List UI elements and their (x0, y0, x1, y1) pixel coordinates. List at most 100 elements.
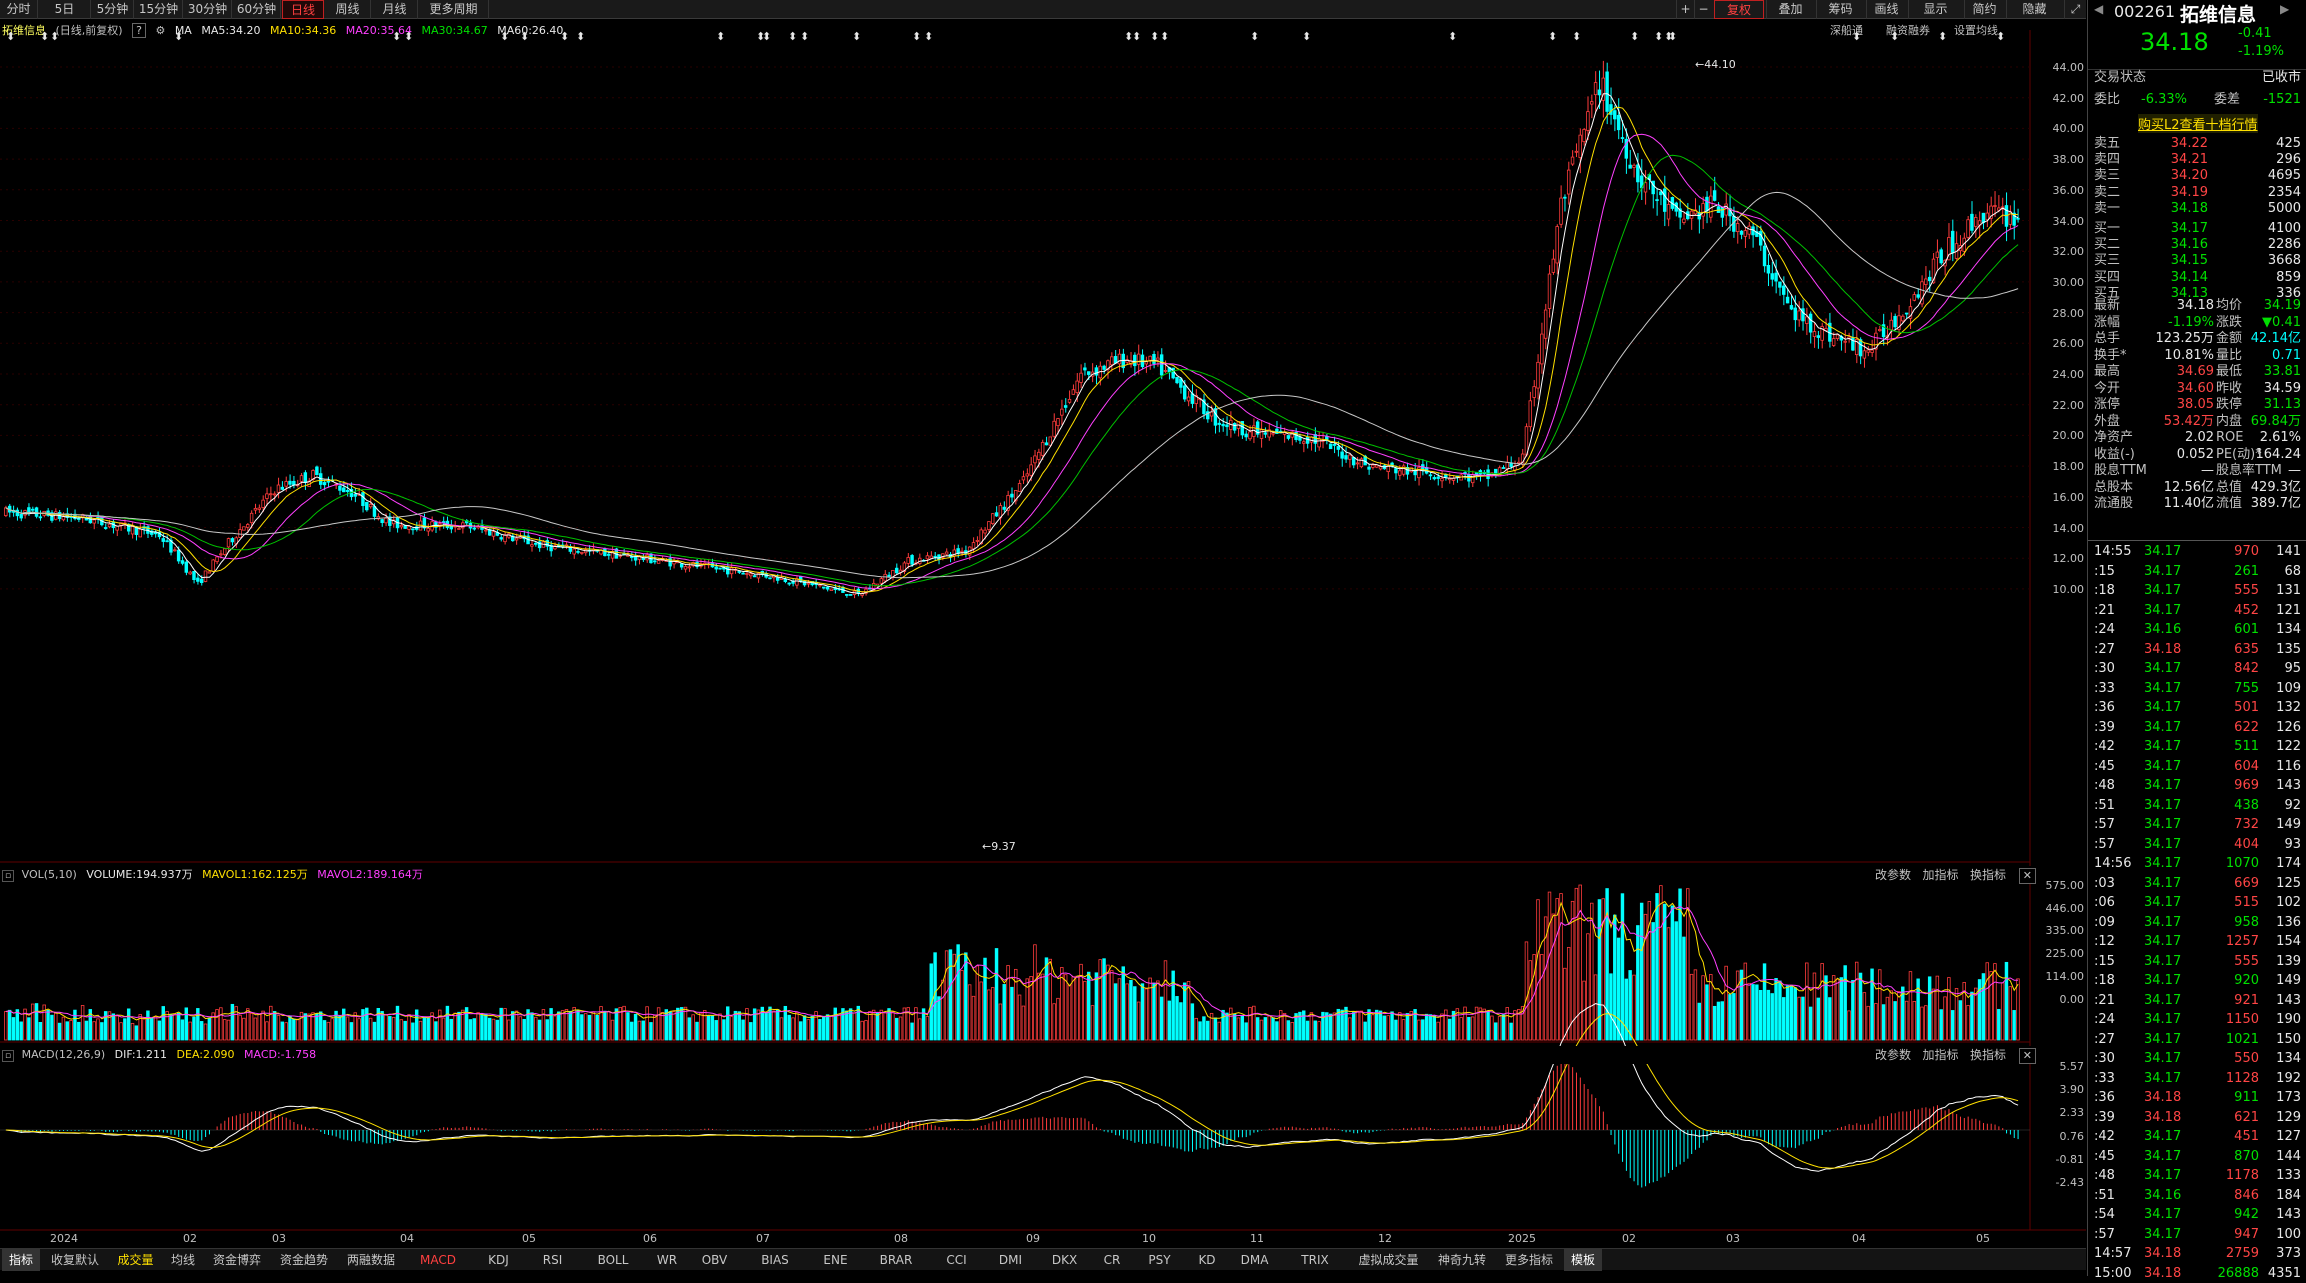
indicator-tab[interactable]: 更多指标 (1497, 1249, 1561, 1271)
indicator-tab[interactable]: BRAR (864, 1249, 928, 1271)
fullscreen-icon[interactable]: ⤢ (2064, 0, 2086, 19)
candle-body (1372, 465, 1375, 467)
candle-body (1276, 429, 1279, 433)
indicator-tab[interactable]: KD (1188, 1249, 1226, 1271)
price-tick: 44.00 (2036, 61, 2084, 74)
volume-bar (876, 1013, 879, 1040)
chips-button[interactable]: 筹码 (1816, 0, 1864, 19)
draw-line-button[interactable]: 画线 (1866, 0, 1906, 19)
indicator-tab[interactable]: WR (648, 1249, 686, 1271)
simple-button[interactable]: 简约 (1964, 0, 2004, 19)
macd-add-button[interactable]: 加指标 (1923, 1048, 1959, 1062)
volume-bar (1310, 1013, 1313, 1040)
indicator-tab[interactable]: 成交量 (110, 1249, 161, 1271)
volume-bar (1779, 981, 1782, 1040)
indicator-tab[interactable]: DKX (1039, 1249, 1090, 1271)
indicator-tab[interactable]: CCI (931, 1249, 982, 1271)
hide-button[interactable]: 隐藏 (2006, 0, 2062, 19)
next-icon[interactable]: ▶ (2280, 2, 2289, 16)
volume-bar (1091, 1006, 1094, 1040)
zoom-in-icon[interactable]: + (1676, 0, 1694, 19)
volume-bar (692, 1015, 695, 1040)
volume-bar (918, 1019, 921, 1040)
tab-monthly[interactable]: 月线 (372, 0, 418, 19)
vol-close-icon[interactable]: ✕ (2019, 868, 2036, 884)
tick-time: 14:55 (2094, 542, 2131, 562)
indicator-tab[interactable]: DMA (1229, 1249, 1280, 1271)
volume-bar (1690, 974, 1693, 1040)
volume-bar (792, 1018, 795, 1040)
volume-bar (845, 1011, 848, 1040)
indicator-tab[interactable]: 两融数据 (339, 1249, 403, 1271)
tick-volume: 942 (2234, 1205, 2259, 1225)
volume-bar (200, 1021, 203, 1040)
indicator-tab[interactable]: TRIX (1283, 1249, 1347, 1271)
kline-chart[interactable]: ⬍⬍⬍⬍⬍⬍⬍⬍⬍⬍⬍⬍⬍⬍⬍⬍⬍⬍⬍⬍⬍⬍⬍⬍⬍⬍⬍⬍⬍⬍⬍⬍⬍⬍⬍ (0, 30, 2086, 1248)
tab-5day[interactable]: 5日 (39, 0, 91, 19)
volume-bar (1375, 1010, 1378, 1040)
back-icon[interactable]: ◀ (2094, 2, 2103, 16)
indicator-tab[interactable]: BOLL (581, 1249, 645, 1271)
macd-settings-icon[interactable]: ▫ (2, 1050, 14, 1062)
indicator-tab[interactable]: 资金博弈 (205, 1249, 269, 1271)
indicator-tab[interactable]: 收复默认 (43, 1249, 107, 1271)
macd-swap-button[interactable]: 换指标 (1970, 1048, 2006, 1062)
macd-close-icon[interactable]: ✕ (2019, 1048, 2036, 1064)
tab-weekly[interactable]: 周线 (325, 0, 371, 19)
tab-60min[interactable]: 60分钟 (233, 0, 281, 19)
tick-time: :42 (2094, 737, 2115, 757)
indicator-tab[interactable]: KDJ (473, 1249, 524, 1271)
indicator-tab[interactable]: 均线 (164, 1249, 202, 1271)
macd-param-button[interactable]: 改参数 (1875, 1048, 1911, 1062)
vol-swap-button[interactable]: 换指标 (1970, 868, 2006, 882)
candle-body (1118, 354, 1121, 364)
volume-bar (1802, 997, 1805, 1040)
tab-5min[interactable]: 5分钟 (92, 0, 134, 19)
tab-15min[interactable]: 15分钟 (135, 0, 183, 19)
zoom-out-icon[interactable]: − (1694, 0, 1712, 19)
candle-body (1233, 423, 1236, 430)
tick-volume: 732 (2234, 815, 2259, 835)
volume-bar (1763, 964, 1766, 1040)
indicator-tab[interactable]: PSY (1134, 1249, 1185, 1271)
vol-add-button[interactable]: 加指标 (1923, 868, 1959, 882)
indicator-tab[interactable]: 指标 (2, 1249, 40, 1271)
indicator-tab[interactable]: 模板 (1564, 1249, 1602, 1271)
event-marker-icon: ⬍ (520, 30, 529, 43)
candle-body (5, 508, 8, 516)
tab-more-periods[interactable]: 更多周期 (419, 0, 489, 19)
tick-price: 34.17 (2144, 776, 2181, 796)
indicator-tab[interactable]: OBV (689, 1249, 740, 1271)
tick-price: 34.18 (2144, 1108, 2181, 1128)
vol-param-button[interactable]: 改参数 (1875, 868, 1911, 882)
indicator-tab[interactable]: RSI (527, 1249, 578, 1271)
tab-30min[interactable]: 30分钟 (184, 0, 232, 19)
tab-intraday[interactable]: 分时 (0, 0, 38, 19)
volume-bar (1905, 1001, 1908, 1040)
vol-settings-icon[interactable]: ▫ (2, 870, 14, 882)
indicator-tab[interactable]: BIAS (743, 1249, 807, 1271)
overlay-button[interactable]: 叠加 (1766, 0, 1814, 19)
indicator-tab[interactable]: 神奇九转 (1430, 1249, 1494, 1271)
candle-body (1164, 370, 1167, 371)
vol-tick: 446.00 (2036, 902, 2084, 915)
tab-daily[interactable]: 日线 (282, 0, 324, 19)
volume-bar (584, 1014, 587, 1040)
quote-value2: 389.7亿 (2251, 496, 2301, 512)
indicator-tab[interactable]: 虚拟成交量 (1350, 1249, 1427, 1271)
adjust-button[interactable]: 复权 (1714, 0, 1764, 19)
date-tick: 04 (1852, 1232, 1866, 1245)
volume-bar (492, 1019, 495, 1040)
volume-bar (646, 1007, 649, 1040)
quote-label2: 流值 (2216, 496, 2242, 512)
indicator-tab[interactable]: 资金趋势 (272, 1249, 336, 1271)
display-button[interactable]: 显示 (1908, 0, 1962, 19)
candle-body (400, 525, 403, 527)
l2-link[interactable]: 购买L2查看十档行情 (2138, 114, 2258, 133)
tick-count: 131 (2276, 581, 2301, 601)
volume-bar (1176, 996, 1179, 1040)
indicator-tab[interactable]: MACD (406, 1249, 470, 1271)
indicator-tab[interactable]: ENE (810, 1249, 861, 1271)
indicator-tab[interactable]: DMI (985, 1249, 1036, 1271)
indicator-tab[interactable]: CR (1093, 1249, 1131, 1271)
